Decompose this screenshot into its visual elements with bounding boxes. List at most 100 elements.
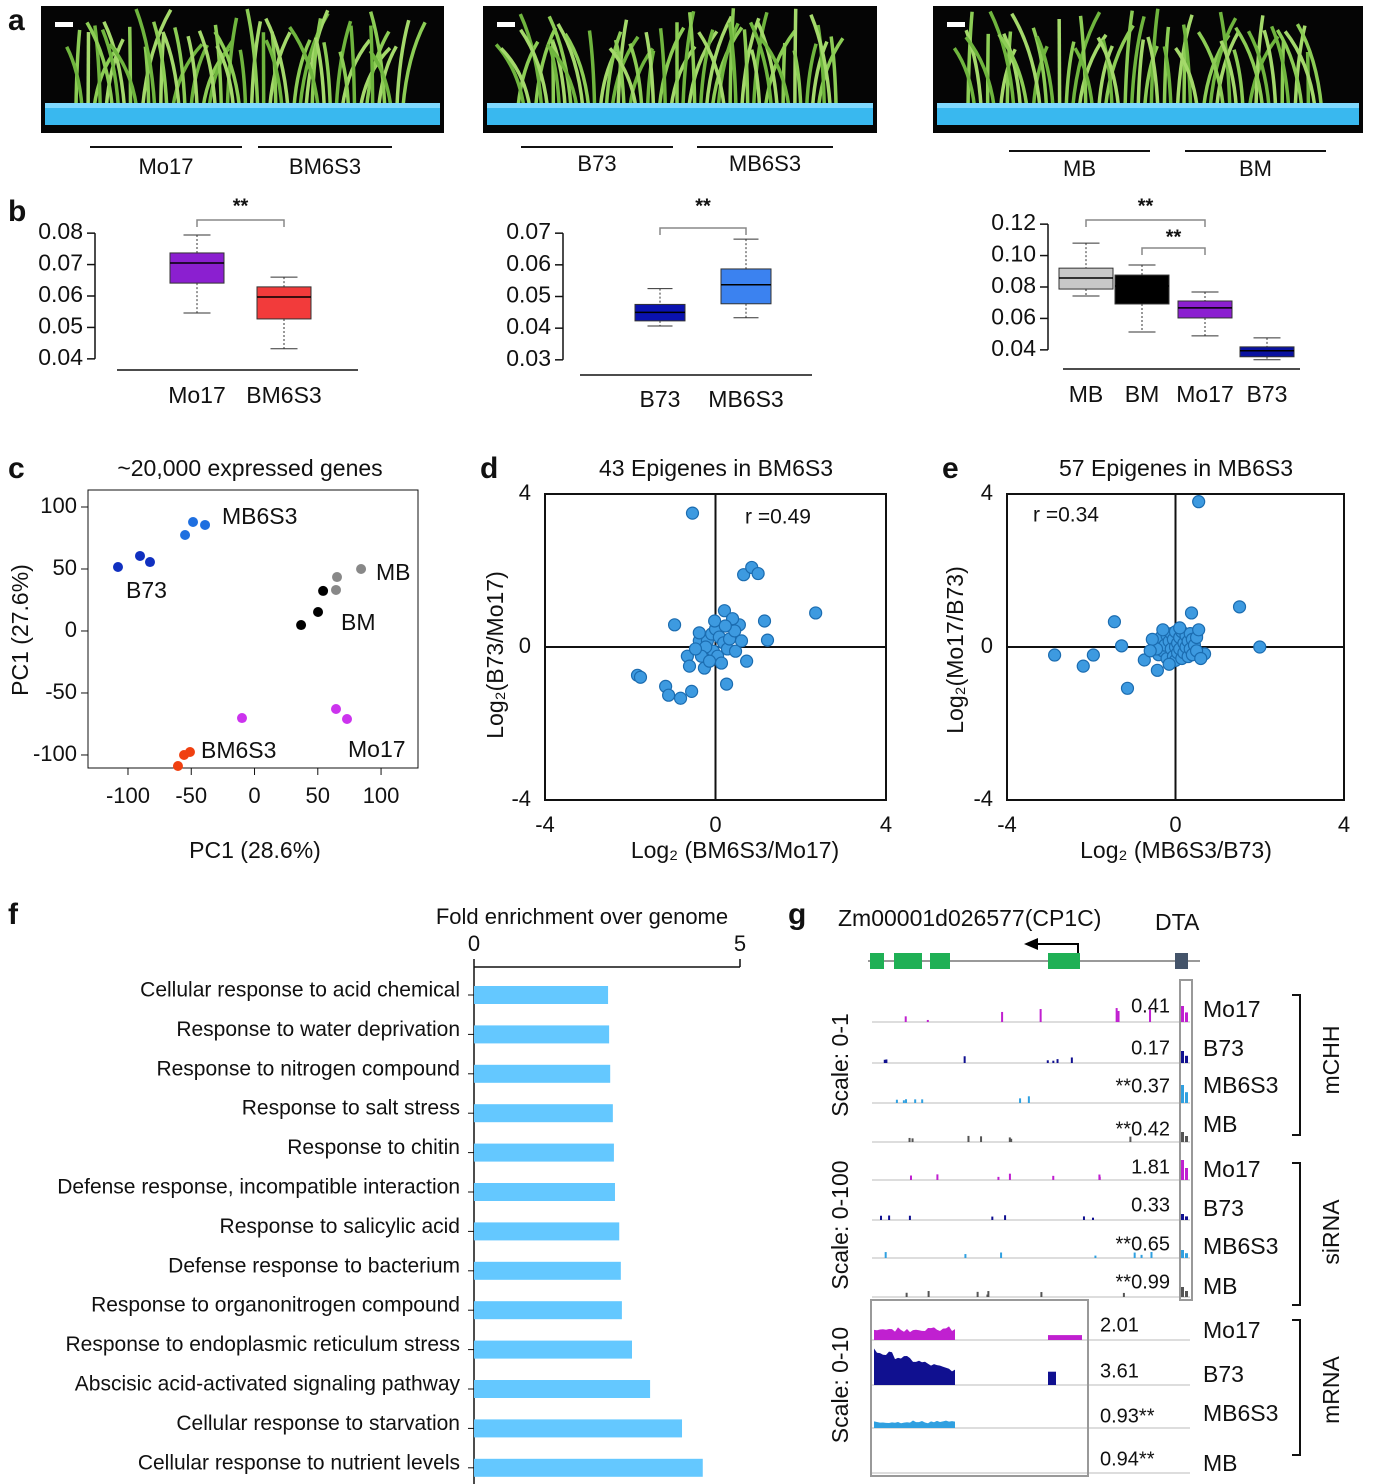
leaf: [1073, 47, 1095, 108]
leaf: [804, 43, 818, 108]
sample-name: MB6S3: [1203, 1072, 1278, 1098]
point: [714, 656, 729, 670]
y-axis-label: Log₂(Mo17/B73): [942, 566, 968, 733]
bar: [474, 1143, 614, 1162]
leaf: [207, 40, 234, 108]
photo-label: MB: [1063, 156, 1096, 181]
signal: [888, 1215, 891, 1220]
leaf: [395, 19, 411, 108]
leaf: [988, 10, 1016, 108]
leaf: [1174, 47, 1199, 108]
y-tick-label: 0.07: [38, 250, 83, 276]
point: [1145, 632, 1159, 646]
leaf: [215, 45, 236, 108]
point: [1184, 606, 1199, 620]
leaf: [716, 22, 740, 108]
signal: [1004, 1215, 1007, 1220]
signal: [1133, 1252, 1136, 1258]
point: [737, 568, 751, 582]
y-tick-label: 0.12: [991, 209, 1036, 235]
track-value: **0.42: [1116, 1118, 1171, 1140]
leaf: [547, 15, 573, 108]
x-tick-label: 0: [248, 783, 260, 808]
category-label: Defense response, incompatible interacti…: [57, 1176, 460, 1199]
signal: [905, 1099, 908, 1103]
point: [184, 747, 195, 758]
leaf: [349, 25, 357, 108]
signal: [1149, 1009, 1152, 1022]
box: [720, 268, 772, 305]
signal: [1185, 1253, 1188, 1258]
point: [188, 516, 199, 527]
leaf: [545, 43, 579, 108]
series-label: Mo17: [348, 736, 406, 762]
sample-name: Mo17: [1203, 1317, 1261, 1343]
signal: [1140, 1254, 1143, 1258]
leaf: [1096, 36, 1121, 108]
track-value: 0.94**: [1100, 1448, 1155, 1470]
leaf: [748, 21, 774, 108]
signal: [1181, 1214, 1184, 1220]
signal: [1048, 1335, 1082, 1340]
exon: [930, 953, 950, 969]
leaf: [364, 30, 391, 108]
signal: [963, 1056, 966, 1063]
point: [682, 659, 697, 673]
group-name: siRNA: [1318, 1199, 1344, 1265]
photo-label: MB6S3: [729, 151, 801, 176]
transposon: [1175, 953, 1188, 969]
group-bracket: [1292, 1319, 1301, 1456]
leaf: [1101, 39, 1114, 108]
sample-name: Mo17: [1203, 996, 1261, 1022]
sample-name: MB: [1203, 1450, 1238, 1476]
panel-letter: c: [8, 452, 25, 485]
leaf: [376, 45, 398, 108]
signal: [1091, 1217, 1094, 1220]
leaf: [519, 28, 550, 108]
chart-title: ~20,000 expressed genes: [117, 455, 382, 481]
track-value: **0.99: [1116, 1271, 1171, 1293]
signal: [967, 1135, 970, 1142]
strand-arrow: [1035, 943, 1079, 953]
leaf: [704, 15, 733, 108]
category-label: Abscisic acid-activated signaling pathwa…: [75, 1373, 461, 1396]
point: [685, 506, 700, 520]
point: [1173, 621, 1187, 635]
leaf: [687, 11, 697, 108]
point: [200, 519, 211, 530]
point: [685, 684, 699, 698]
leaf: [1064, 41, 1076, 108]
leaf: [1234, 26, 1265, 108]
point: [331, 703, 342, 714]
leaf: [264, 39, 284, 108]
track-value: **0.65: [1116, 1233, 1171, 1255]
point: [1114, 639, 1129, 653]
group-name: mCHH: [1318, 1026, 1344, 1095]
y-tick-label: 4: [981, 480, 993, 505]
significance-bracket: [1141, 247, 1206, 255]
point: [331, 584, 342, 595]
sample-name: MB6S3: [1203, 1400, 1278, 1426]
y-tick-label: 0.08: [991, 272, 1036, 298]
x-tick-label: 5: [734, 931, 746, 956]
leaf: [1035, 35, 1055, 108]
leaf: [1097, 45, 1114, 108]
gene-label: Zm00001d026577(CP1C): [838, 905, 1101, 931]
point: [1143, 644, 1157, 658]
significance-label: **: [1166, 226, 1182, 248]
signal: [1185, 1168, 1188, 1180]
panel-letter: e: [942, 452, 959, 485]
tray-rim: [45, 103, 440, 108]
signal: [1010, 1138, 1013, 1142]
scale-label: Scale: 0-10: [827, 1327, 853, 1443]
leaf: [758, 36, 791, 108]
bar: [474, 1183, 615, 1201]
signal: [921, 1099, 924, 1103]
signal: [1150, 1252, 1153, 1258]
point: [1086, 648, 1100, 662]
signal: [1181, 1160, 1184, 1180]
category-label: Response to salt stress: [242, 1097, 460, 1120]
leaf: [749, 49, 762, 108]
leaf: [304, 9, 330, 108]
point: [667, 618, 682, 632]
